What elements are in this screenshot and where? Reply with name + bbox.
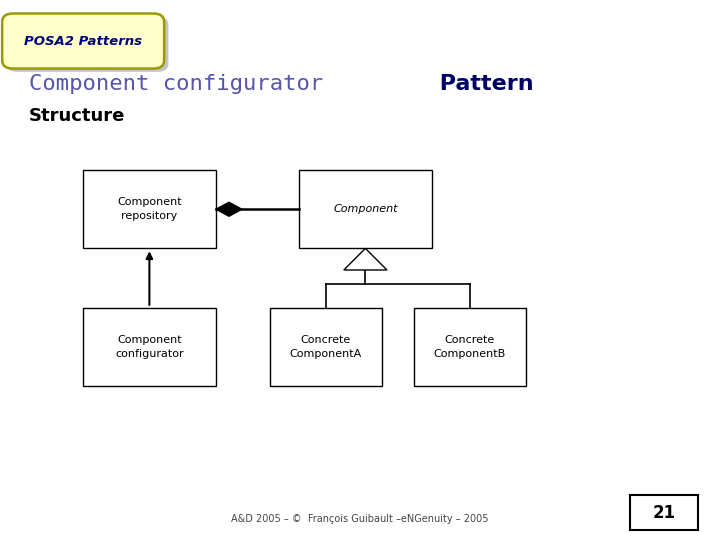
Bar <box>414 308 526 386</box>
Text: Component
repository: Component repository <box>117 197 181 221</box>
FancyBboxPatch shape <box>6 17 168 72</box>
Text: 21: 21 <box>652 504 676 522</box>
Polygon shape <box>344 248 387 270</box>
Text: POSA2 Patterns: POSA2 Patterns <box>24 35 142 48</box>
Bar <box>630 495 698 530</box>
Bar <box>83 170 216 248</box>
Polygon shape <box>216 202 242 216</box>
Bar <box>299 170 432 248</box>
Bar <box>83 308 216 386</box>
Text: Concrete
ComponentB: Concrete ComponentB <box>433 335 506 359</box>
Text: Pattern: Pattern <box>432 73 534 94</box>
Text: Structure: Structure <box>29 107 125 125</box>
Text: Component: Component <box>333 204 397 214</box>
Text: A&D 2005 – ©  François Guibault –eNGenuity – 2005: A&D 2005 – © François Guibault –eNGenuit… <box>231 515 489 524</box>
Bar <box>270 308 382 386</box>
Text: Concrete
ComponentA: Concrete ComponentA <box>289 335 362 359</box>
Text: Component configurator: Component configurator <box>29 73 323 94</box>
FancyBboxPatch shape <box>2 14 164 69</box>
Text: Component
configurator: Component configurator <box>115 335 184 359</box>
